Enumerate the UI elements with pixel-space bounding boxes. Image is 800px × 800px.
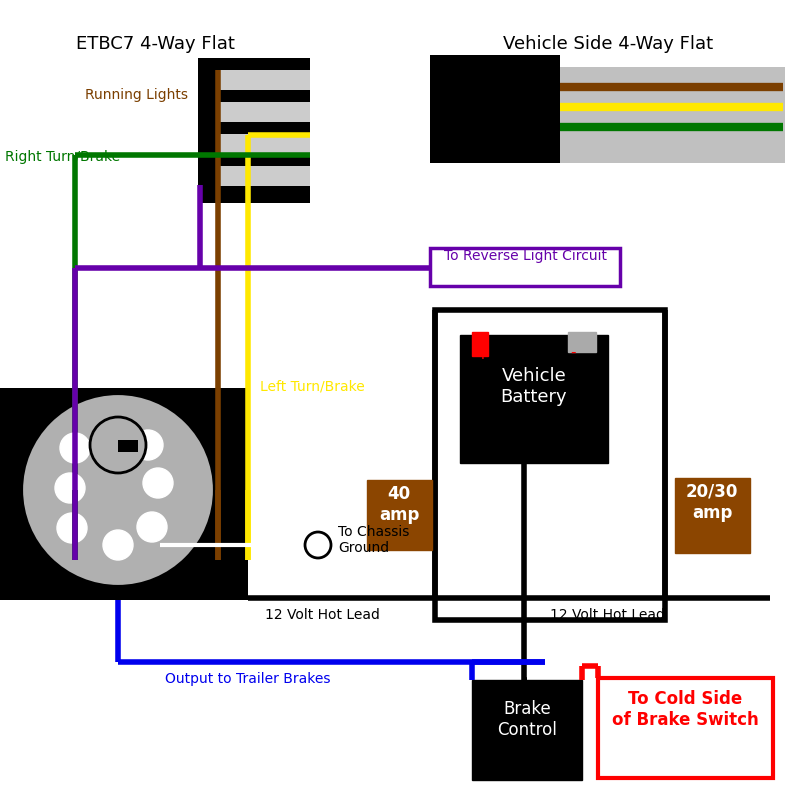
Bar	[118, 440, 138, 452]
Circle shape	[305, 532, 331, 558]
Text: +: +	[475, 345, 489, 363]
Bar	[220, 102, 310, 122]
Text: Output to Trailer Brakes: Output to Trailer Brakes	[165, 672, 330, 686]
Bar	[220, 166, 310, 186]
Bar	[0, 388, 248, 600]
Bar	[430, 55, 560, 163]
Text: Right Turn/Brake: Right Turn/Brake	[5, 150, 120, 164]
Text: ETBC7 4-Way Flat: ETBC7 4-Way Flat	[75, 35, 234, 53]
Bar	[568, 332, 596, 352]
Bar	[435, 310, 665, 620]
Circle shape	[60, 433, 90, 463]
Text: To Cold Side
of Brake Switch: To Cold Side of Brake Switch	[612, 690, 758, 729]
Text: Running Lights: Running Lights	[85, 88, 188, 102]
Circle shape	[133, 430, 163, 460]
Circle shape	[55, 473, 85, 503]
Text: 40
amp: 40 amp	[379, 485, 419, 524]
Text: Vehicle Side 4-Way Flat: Vehicle Side 4-Way Flat	[503, 35, 713, 53]
Text: Vehicle
Battery: Vehicle Battery	[501, 367, 567, 406]
Text: To Chassis
Ground: To Chassis Ground	[338, 525, 410, 555]
Bar	[367, 480, 432, 550]
Bar	[198, 58, 310, 203]
Bar	[108, 433, 138, 453]
Bar	[220, 134, 310, 154]
Circle shape	[137, 512, 167, 542]
Bar	[598, 678, 773, 778]
Bar	[472, 680, 582, 780]
Text: To Reverse Light Circuit: To Reverse Light Circuit	[443, 249, 606, 263]
Bar	[430, 248, 620, 286]
Text: 12 Volt Hot Lead: 12 Volt Hot Lead	[550, 608, 665, 622]
Text: 12 Volt Hot Lead: 12 Volt Hot Lead	[265, 608, 380, 622]
Bar	[472, 332, 488, 356]
Circle shape	[90, 417, 146, 473]
Bar	[430, 55, 785, 163]
Text: Left Turn/Brake: Left Turn/Brake	[260, 380, 365, 394]
Bar	[220, 70, 310, 90]
Text: Brake
Control: Brake Control	[497, 700, 557, 739]
Circle shape	[57, 513, 87, 543]
Bar	[560, 55, 785, 67]
Bar	[460, 335, 608, 463]
Bar	[675, 478, 750, 553]
Circle shape	[103, 530, 133, 560]
Circle shape	[143, 468, 173, 498]
Circle shape	[21, 393, 215, 587]
Text: 20/30
amp: 20/30 amp	[686, 483, 738, 522]
Text: -: -	[570, 345, 576, 360]
